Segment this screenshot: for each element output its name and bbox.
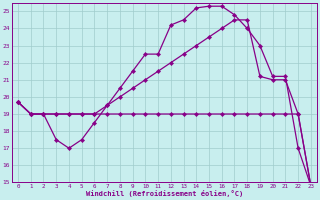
X-axis label: Windchill (Refroidissement éolien,°C): Windchill (Refroidissement éolien,°C) xyxy=(86,190,243,197)
